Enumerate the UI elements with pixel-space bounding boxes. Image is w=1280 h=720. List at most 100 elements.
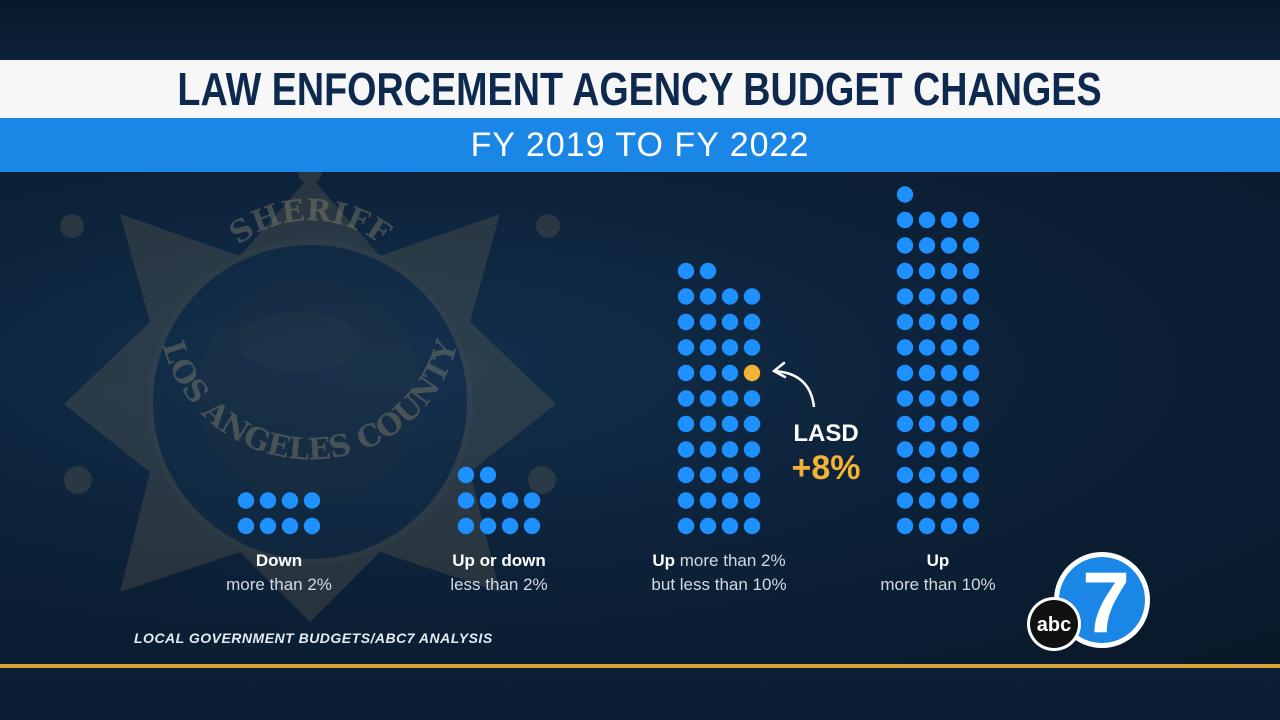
- data-dot: [743, 517, 761, 535]
- data-dot: [677, 288, 695, 305]
- data-dot: [699, 262, 717, 280]
- data-dot: [237, 517, 255, 535]
- title-band: LAW ENFORCEMENT AGENCY BUDGET CHANGES: [0, 60, 1280, 118]
- top-strip: [0, 0, 1280, 60]
- data-dot: [962, 415, 980, 433]
- data-dot: [699, 339, 717, 356]
- data-dot: [962, 390, 980, 407]
- data-dot: [677, 492, 695, 509]
- annotation-arrow: [773, 369, 816, 408]
- data-dot: [699, 441, 717, 458]
- annotation-value: +8%: [792, 449, 861, 487]
- data-dot: [962, 237, 980, 254]
- data-dot: [743, 339, 761, 356]
- data-dot: [896, 492, 914, 509]
- data-dot: [962, 466, 980, 484]
- data-dot: [940, 211, 958, 229]
- data-dot: [457, 492, 475, 509]
- data-dot: [896, 339, 914, 356]
- data-dot: [918, 313, 936, 331]
- data-dot: [721, 390, 739, 407]
- data-dot: [962, 288, 980, 305]
- data-dot: [962, 339, 980, 356]
- data-dot: [940, 262, 958, 280]
- data-dot: [962, 492, 980, 509]
- subtitle-band: FY 2019 TO FY 2022: [0, 118, 1280, 172]
- data-dot: [259, 492, 277, 509]
- data-dot: [677, 415, 695, 433]
- data-dot: [940, 390, 958, 407]
- data-dot: [743, 313, 761, 331]
- data-dot: [918, 517, 936, 535]
- bottom-strip: [0, 668, 1280, 720]
- data-dot: [479, 492, 497, 509]
- data-dot: [962, 313, 980, 331]
- data-dot: [896, 364, 914, 382]
- logo-network: abc: [1037, 614, 1071, 636]
- data-dot: [918, 364, 936, 382]
- data-dot: [940, 492, 958, 509]
- category-label-line1: Up or down: [452, 551, 545, 570]
- data-dot: [699, 313, 717, 331]
- data-dot: [677, 262, 695, 280]
- category-label-line2: more than 10%: [880, 575, 995, 594]
- data-dot: [303, 517, 321, 535]
- data-dot: [940, 364, 958, 382]
- data-dot: [523, 517, 541, 535]
- data-dot: [501, 517, 519, 535]
- data-dot: [699, 364, 717, 382]
- data-dot: [918, 237, 936, 254]
- data-dot: [940, 517, 958, 535]
- data-dot: [721, 517, 739, 535]
- category-label-line2: but less than 10%: [651, 575, 786, 594]
- data-dot: [962, 441, 980, 458]
- gold-divider: [0, 664, 1280, 668]
- category-label-line1: Down: [256, 551, 302, 570]
- data-dot: [721, 339, 739, 356]
- source-note: LOCAL GOVERNMENT BUDGETS/ABC7 ANALYSIS: [134, 630, 493, 646]
- data-dot: [743, 288, 761, 305]
- data-dot: [699, 415, 717, 433]
- data-dot: [743, 441, 761, 458]
- data-dot: [721, 415, 739, 433]
- data-dot: [896, 313, 914, 331]
- data-dot: [940, 466, 958, 484]
- data-dot: [677, 517, 695, 535]
- chart-panel: SHERIFF LOS ANGELES COUNTY Down more than…: [0, 172, 1280, 664]
- data-dot: [918, 441, 936, 458]
- data-dot: [677, 441, 695, 458]
- annotation-label: LASD: [793, 420, 858, 447]
- data-dot: [896, 186, 914, 203]
- annotation-arrowhead: [771, 361, 787, 379]
- data-dot: [918, 492, 936, 509]
- data-dot: [699, 466, 717, 484]
- data-dot: [743, 390, 761, 407]
- abc7-logo: 7 abc: [1027, 552, 1150, 651]
- data-dot: [962, 262, 980, 280]
- data-dot: [896, 517, 914, 535]
- chart-subtitle: FY 2019 TO FY 2022: [470, 125, 810, 164]
- data-dot: [677, 466, 695, 484]
- data-dot: [896, 211, 914, 229]
- data-dot: [918, 466, 936, 484]
- category-label-line2: more than 2%: [226, 575, 332, 594]
- data-dot: [523, 492, 541, 509]
- data-dot: [940, 237, 958, 254]
- data-dot: [259, 517, 277, 535]
- data-dot: [896, 441, 914, 458]
- data-dot: [303, 492, 321, 509]
- data-dot: [962, 211, 980, 229]
- data-dot: [896, 390, 914, 407]
- data-dot: [457, 466, 475, 484]
- data-dot: [721, 313, 739, 331]
- data-dot: [940, 441, 958, 458]
- data-dot: [721, 288, 739, 305]
- data-dot: [940, 313, 958, 331]
- data-dot: [743, 492, 761, 509]
- sheriff-badge-watermark: SHERIFF LOS ANGELES COUNTY: [60, 172, 560, 622]
- data-dot: [918, 262, 936, 280]
- data-dot: [677, 390, 695, 407]
- data-dot: [479, 466, 497, 484]
- data-dot: [677, 339, 695, 356]
- data-dot: [721, 492, 739, 509]
